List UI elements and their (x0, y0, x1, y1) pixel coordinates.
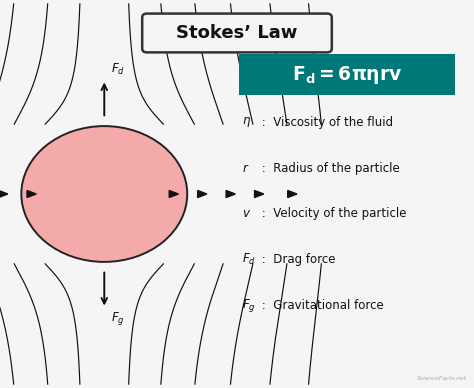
Polygon shape (198, 191, 207, 197)
Text: :  Viscosity of the fluid: : Viscosity of the fluid (258, 116, 393, 129)
Text: :  Velocity of the particle: : Velocity of the particle (258, 207, 407, 220)
FancyBboxPatch shape (142, 14, 332, 52)
Text: $v$: $v$ (242, 207, 251, 220)
Polygon shape (255, 191, 264, 197)
Text: $F_d$: $F_d$ (111, 62, 126, 77)
FancyBboxPatch shape (239, 54, 455, 95)
Text: $F_g$: $F_g$ (242, 297, 255, 314)
Text: ScienceFacts.net: ScienceFacts.net (417, 376, 467, 381)
Text: $r$: $r$ (242, 161, 249, 175)
Text: $F_d$: $F_d$ (242, 252, 256, 267)
Polygon shape (27, 191, 36, 197)
Text: :  Gravitational force: : Gravitational force (258, 299, 384, 312)
Text: Stokes’ Law: Stokes’ Law (176, 24, 298, 42)
Text: $\mathbf{F_d = 6\pi\eta rv}$: $\mathbf{F_d = 6\pi\eta rv}$ (292, 64, 402, 86)
Polygon shape (169, 191, 178, 197)
Text: :  Drag force: : Drag force (258, 253, 336, 266)
Polygon shape (288, 191, 297, 197)
Text: :  Radius of the particle: : Radius of the particle (258, 161, 400, 175)
Polygon shape (226, 191, 235, 197)
Circle shape (21, 126, 187, 262)
Polygon shape (0, 191, 8, 197)
Text: $F_g$: $F_g$ (111, 310, 125, 327)
Text: $\eta$: $\eta$ (242, 115, 251, 129)
